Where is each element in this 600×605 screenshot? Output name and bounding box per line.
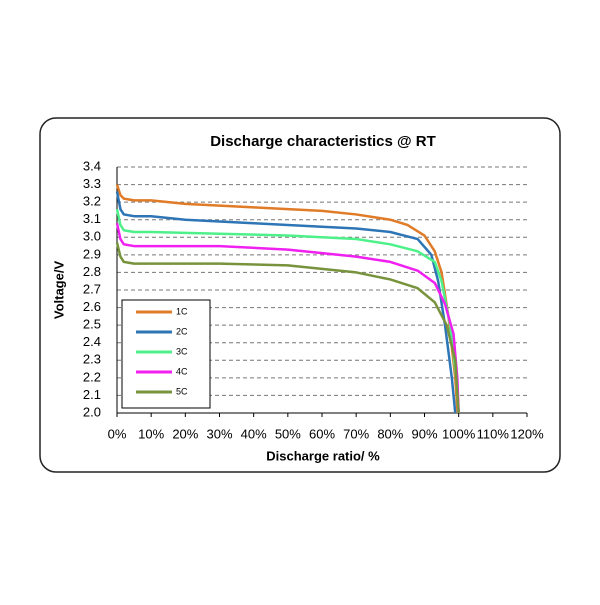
x-tick-label: 40% [241, 426, 267, 441]
x-tick-label: 50% [275, 426, 301, 441]
y-tick-label: 2.2 [83, 369, 101, 384]
series-line [115, 222, 460, 414]
chart-title: Discharge characteristics @ RT [210, 133, 436, 150]
x-tick-label: 90% [411, 426, 437, 441]
series-line [115, 242, 460, 414]
y-tick-label: 3.4 [83, 158, 101, 173]
y-tick-label: 2.5 [83, 317, 101, 332]
y-tick-label: 2.8 [83, 264, 101, 279]
legend-box [121, 299, 211, 409]
x-tick-label: 100% [442, 426, 476, 441]
x-tick-label: 120% [510, 426, 544, 441]
x-tick-label: 30% [206, 426, 232, 441]
y-tick-label: 2.3 [83, 352, 101, 367]
y-tick-label: 3.1 [83, 211, 101, 226]
x-tick-label: 110% [477, 426, 510, 441]
x-axis-label: Discharge ratio/ % [266, 448, 380, 463]
x-tick-label: 70% [343, 426, 369, 441]
y-tick-label: 2.9 [83, 246, 101, 261]
legend-label: 4C [176, 366, 188, 376]
y-tick-label: 2.1 [83, 387, 101, 402]
x-tick-label: 80% [377, 426, 403, 441]
legend-label: 3C [176, 346, 188, 356]
series-line [115, 191, 457, 414]
y-axis-label: Voltage/V [51, 261, 66, 320]
y-tick-label: 3.2 [83, 194, 101, 209]
x-tick-label: 0% [108, 426, 127, 441]
legend-label: 2C [176, 326, 188, 336]
legend-label: 1C [176, 306, 188, 316]
y-tick-label: 2.7 [83, 281, 101, 296]
series-line [115, 184, 459, 414]
y-tick-label: 2.6 [83, 299, 101, 314]
y-tick-label: 2.0 [83, 404, 101, 419]
chart-frame [39, 117, 561, 473]
y-tick-label: 3.3 [83, 176, 101, 191]
x-tick-label: 10% [138, 426, 164, 441]
x-tick-label: 60% [309, 426, 335, 441]
y-tick-label: 3.0 [83, 229, 101, 244]
legend-label: 5C [176, 386, 188, 396]
y-tick-label: 2.4 [83, 334, 101, 349]
x-tick-label: 20% [172, 426, 198, 441]
